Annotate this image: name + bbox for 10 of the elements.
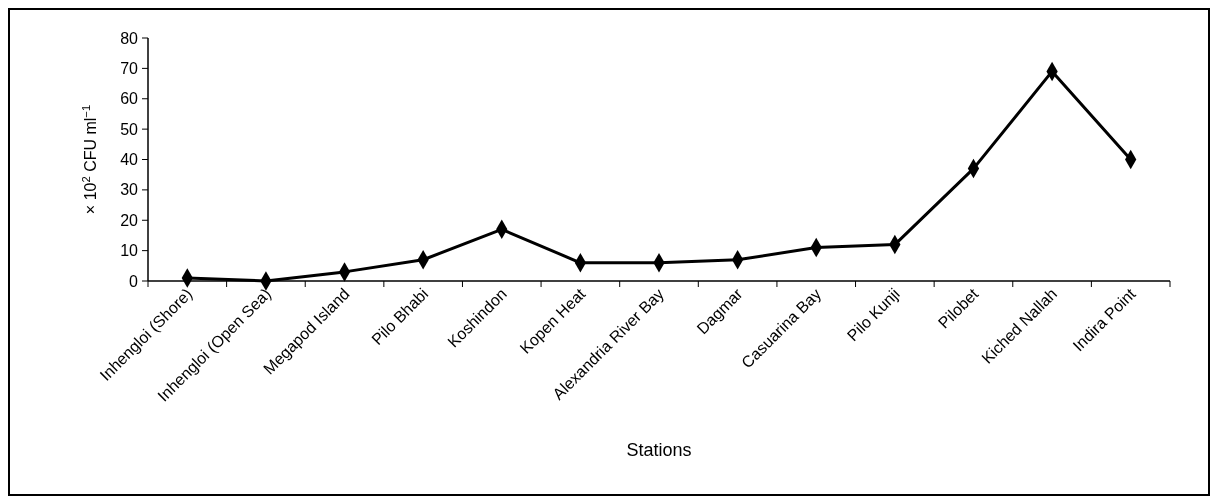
y-tick-label: 40: [120, 151, 139, 169]
y-tick-label: 50: [120, 120, 139, 138]
y-tick-label: 70: [120, 59, 139, 77]
y-tick-label: 30: [120, 181, 139, 199]
y-tick-label: 20: [120, 211, 139, 229]
y-tick-label: 60: [120, 90, 139, 108]
x-axis-title: Stations: [626, 440, 692, 460]
y-tick-label: 0: [129, 272, 139, 290]
y-tick-label: 10: [120, 242, 139, 260]
y-tick-label: 80: [120, 29, 139, 47]
